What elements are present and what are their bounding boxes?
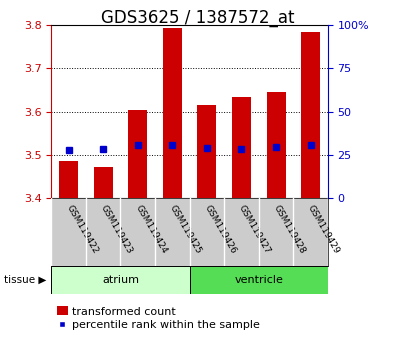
Bar bbox=[59, 160, 78, 198]
Bar bbox=[51, 266, 190, 294]
Text: atrium: atrium bbox=[102, 275, 139, 285]
Text: tissue ▶: tissue ▶ bbox=[4, 275, 46, 285]
Text: GSM119427: GSM119427 bbox=[237, 204, 272, 256]
Text: GSM119429: GSM119429 bbox=[306, 204, 341, 256]
Bar bbox=[128, 110, 147, 198]
Text: GDS3625 / 1387572_at: GDS3625 / 1387572_at bbox=[101, 9, 294, 27]
Bar bbox=[198, 105, 216, 198]
Text: ventricle: ventricle bbox=[234, 275, 283, 285]
Text: GSM119424: GSM119424 bbox=[134, 204, 169, 256]
Bar bbox=[190, 266, 328, 294]
Text: GSM119426: GSM119426 bbox=[203, 204, 238, 256]
Bar bbox=[301, 32, 320, 198]
Text: GSM119428: GSM119428 bbox=[272, 204, 307, 256]
Bar bbox=[94, 167, 113, 198]
Bar bbox=[232, 97, 251, 198]
Text: GSM119422: GSM119422 bbox=[64, 204, 100, 256]
Text: GSM119425: GSM119425 bbox=[168, 204, 203, 256]
Legend: transformed count, percentile rank within the sample: transformed count, percentile rank withi… bbox=[57, 307, 260, 330]
Bar bbox=[267, 92, 286, 198]
Text: GSM119423: GSM119423 bbox=[99, 204, 134, 256]
Bar bbox=[163, 28, 182, 198]
